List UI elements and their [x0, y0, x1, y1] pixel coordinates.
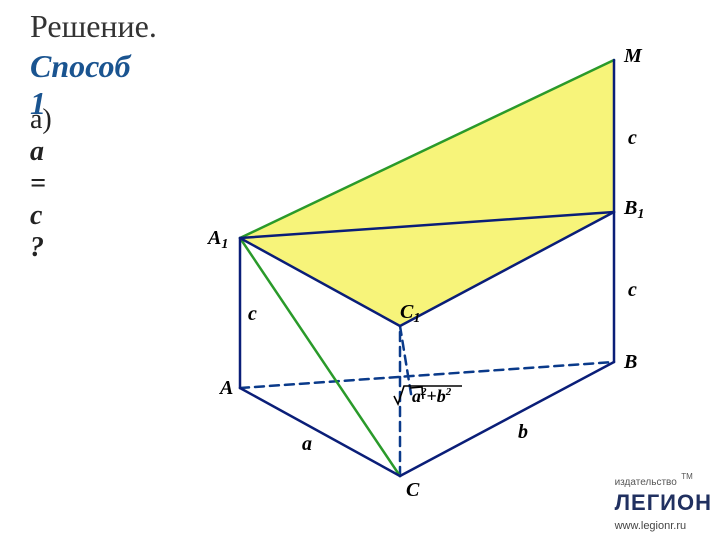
svg-text:B: B [623, 351, 637, 373]
logo-brand: ЛЕГИОН [615, 490, 712, 515]
svg-text:c: c [628, 279, 637, 301]
logo-publisher-word: издательство [615, 477, 677, 488]
svg-text:A: A [218, 377, 233, 399]
svg-text:C: C [406, 479, 420, 501]
svg-text:M: M [623, 45, 643, 67]
svg-text:c: c [248, 303, 257, 325]
svg-text:a: a [302, 433, 312, 455]
svg-text:B1: B1 [623, 197, 644, 222]
svg-text:a2+b2: a2+b2 [412, 386, 452, 406]
svg-text:A1: A1 [206, 227, 228, 252]
logo-tm: TM [681, 472, 693, 481]
publisher-logo: издательство TM ЛЕГИОН www.legionr.ru [615, 472, 712, 534]
prism-diagram: ABCA1B1C1Mcccaba2+b2 [0, 0, 720, 540]
svg-text:b: b [518, 421, 528, 443]
logo-site: www.legionr.ru [615, 520, 687, 532]
svg-text:c: c [628, 127, 637, 149]
